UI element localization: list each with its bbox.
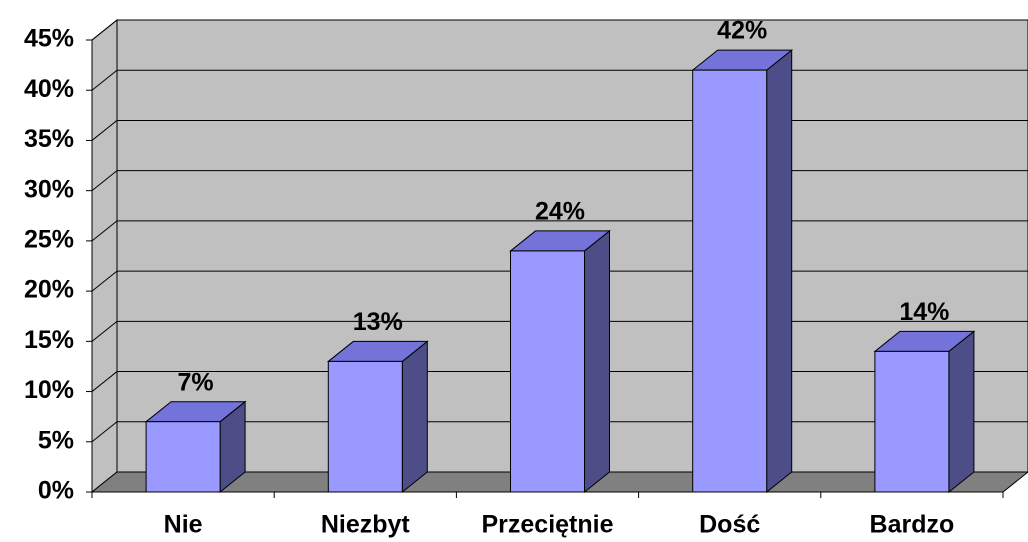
- x-tick-label: Dość: [699, 511, 760, 539]
- y-tick-label: 5%: [38, 426, 74, 454]
- value-label: 42%: [717, 17, 767, 45]
- x-tick-label: Niezbyt: [321, 511, 411, 539]
- value-label: 13%: [353, 308, 403, 336]
- bar: [327, 360, 403, 493]
- y-tick-label: 40%: [24, 75, 74, 103]
- bar: [692, 69, 768, 493]
- bar: [874, 350, 950, 493]
- y-tick-label: 25%: [24, 225, 74, 253]
- value-label: 7%: [178, 368, 214, 396]
- x-tick-label: Bardzo: [870, 511, 955, 539]
- y-tick-label: 20%: [24, 276, 74, 304]
- bar-side: [584, 229, 610, 494]
- y-tick-label: 30%: [24, 175, 74, 203]
- x-tick-label: Przeciętnie: [481, 511, 613, 539]
- bar-side: [766, 49, 793, 494]
- bar: [510, 250, 585, 493]
- grid-line-side: [91, 320, 118, 342]
- grid-line-side: [91, 19, 118, 41]
- x-tick-label: Nie: [164, 511, 203, 539]
- grid-line-side: [91, 220, 118, 242]
- bar: [145, 421, 221, 493]
- grid-line-side: [91, 69, 118, 91]
- grid-line-side: [91, 421, 118, 443]
- bar-side: [401, 340, 428, 494]
- side-wall: [91, 18, 118, 494]
- y-tick-label: 15%: [24, 326, 74, 354]
- value-label: 14%: [899, 298, 949, 326]
- grid-line-side: [91, 371, 118, 392]
- bar-side: [948, 330, 975, 494]
- value-label: 24%: [535, 198, 585, 226]
- y-tick-label: 35%: [24, 125, 74, 153]
- y-tick-label: 0%: [38, 477, 74, 505]
- grid-line-side: [91, 170, 118, 192]
- grid-line-side: [91, 270, 118, 292]
- grid-line-side: [91, 120, 118, 141]
- y-tick-label: 45%: [24, 25, 74, 53]
- y-tick-label: 10%: [24, 376, 74, 404]
